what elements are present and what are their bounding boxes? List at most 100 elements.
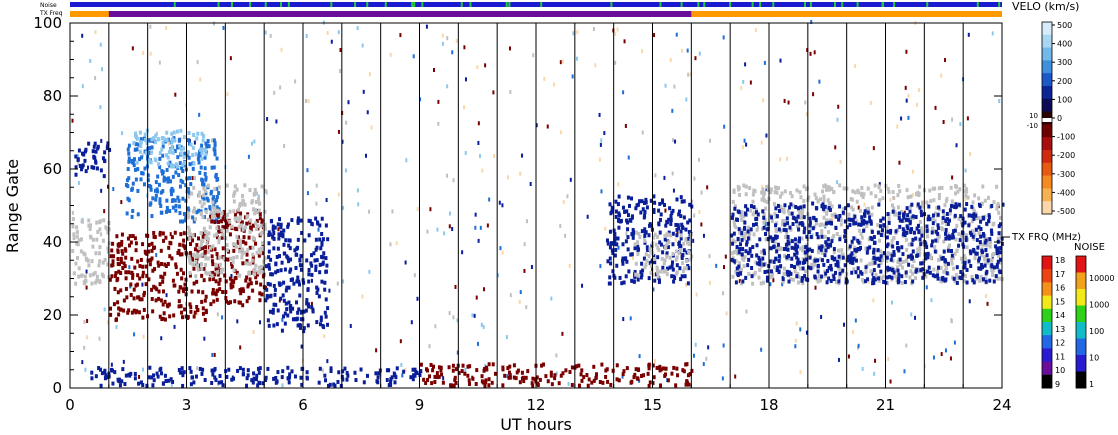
velocity-scatter-point (181, 243, 185, 248)
velocity-scatter-point (275, 254, 279, 259)
velocity-scatter-point (622, 280, 626, 285)
velocity-scatter-point (614, 247, 618, 252)
noise-colorbar-swatch (1076, 256, 1086, 273)
ground-scatter-point (838, 183, 842, 188)
velocity-scatter-point (141, 383, 145, 388)
scatter-point (337, 192, 340, 197)
velocity-scatter-point (376, 375, 380, 380)
velocity-colorbar-swatch (1042, 124, 1052, 138)
velocity-scatter-point (245, 376, 249, 381)
ground-scatter-point (951, 275, 955, 280)
scatter-point (629, 316, 632, 321)
txfreq-colorbar-label: 11 (1055, 352, 1065, 361)
ground-scatter-point (946, 232, 950, 237)
ground-scatter-point (831, 236, 835, 241)
velocity-scatter-point (829, 263, 833, 268)
ground-scatter-point (928, 253, 932, 258)
ground-scatter-point (259, 231, 263, 236)
ground-scatter-point (256, 224, 260, 229)
velocity-scatter-point (181, 315, 185, 320)
velocity-scatter-point (289, 257, 293, 262)
velocity-scatter-point (824, 248, 828, 253)
velocity-scatter-point (282, 314, 286, 319)
velocity-scatter-point (910, 227, 914, 232)
velocity-scatter-point (157, 296, 161, 301)
velocity-scatter-point (910, 202, 914, 207)
ground-scatter-point (809, 227, 813, 232)
velocity-scatter-point (652, 210, 656, 215)
noise-colorbar-swatch (1076, 305, 1086, 323)
velocity-scatter-point (143, 132, 147, 137)
velocity-scatter-point (326, 237, 330, 242)
velocity-scatter-point (172, 130, 176, 135)
velocity-scatter-point (843, 234, 847, 239)
velocity-scatter-point (779, 264, 783, 269)
velocity-scatter-point (182, 271, 186, 276)
velocity-scatter-point (984, 247, 988, 252)
velocity-scatter-point (285, 285, 289, 290)
ground-scatter-point (775, 190, 779, 195)
ground-scatter-point (983, 214, 987, 219)
ground-scatter-point (995, 206, 999, 211)
velocity-scatter-point (177, 367, 181, 372)
ground-scatter-point (744, 192, 748, 197)
ground-scatter-point (743, 255, 747, 260)
scatter-point (654, 359, 657, 364)
ground-scatter-point (964, 233, 968, 238)
velocity-scatter-point (636, 244, 640, 249)
velocity-scatter-point (164, 209, 168, 214)
velocity-scatter-point (245, 259, 249, 264)
velocity-scatter-point (183, 151, 187, 156)
velocity-scatter-point (795, 250, 799, 255)
ground-scatter-point (884, 253, 888, 258)
scatter-point (339, 47, 342, 52)
velocity-scatter-point (971, 234, 975, 239)
velocity-scatter-point (990, 263, 994, 268)
velocity-scatter-point (184, 215, 188, 220)
velocity-scatter-point (876, 230, 880, 235)
velocity-scatter-point (287, 380, 291, 385)
velocity-scatter-point (224, 295, 228, 300)
scatter-point (488, 197, 491, 202)
ground-scatter-point (963, 256, 967, 261)
scatter-point (698, 51, 701, 56)
velocity-scatter-point (276, 370, 280, 375)
velocity-scatter-point (208, 277, 212, 282)
ground-scatter-point (221, 232, 225, 237)
velocity-scatter-point (755, 210, 759, 215)
velocity-scatter-point (199, 209, 203, 214)
scatter-point (169, 232, 172, 237)
scatter-point (669, 57, 672, 62)
ground-scatter-point (814, 196, 818, 201)
velocity-scatter-point (233, 212, 237, 217)
velocity-scatter-point (291, 306, 295, 311)
ground-scatter-point (965, 189, 969, 194)
velocity-scatter-point (167, 149, 171, 154)
velocity-scatter-point (202, 182, 206, 187)
ground-scatter-point (896, 205, 900, 210)
ground-scatter-point (250, 258, 254, 263)
ground-scatter-point (893, 212, 897, 217)
velocity-scatter-point (975, 238, 979, 243)
velocity-scatter-point (619, 218, 623, 223)
velocity-scatter-point (319, 322, 323, 327)
velocity-scatter-point (652, 207, 656, 212)
scatter-point (705, 356, 708, 361)
ground-scatter-point (892, 235, 896, 240)
scatter-point (269, 33, 272, 38)
velocity-scatter-point (185, 189, 189, 194)
velocity-scatter-point (647, 276, 651, 281)
scatter-point (337, 30, 340, 35)
scatter-point (300, 344, 303, 349)
ground-scatter-point (940, 227, 944, 232)
velocity-scatter-point (169, 241, 173, 246)
ground-scatter-point (937, 257, 941, 262)
velocity-scatter-point (540, 363, 544, 368)
velocity-scatter-point (183, 218, 187, 223)
velocity-scatter-point (902, 212, 906, 217)
ground-scatter-point (920, 204, 924, 209)
scatter-point (479, 154, 482, 159)
ground-scatter-point (72, 271, 76, 276)
scatter-point (86, 165, 89, 170)
velocity-scatter-point (296, 323, 300, 328)
